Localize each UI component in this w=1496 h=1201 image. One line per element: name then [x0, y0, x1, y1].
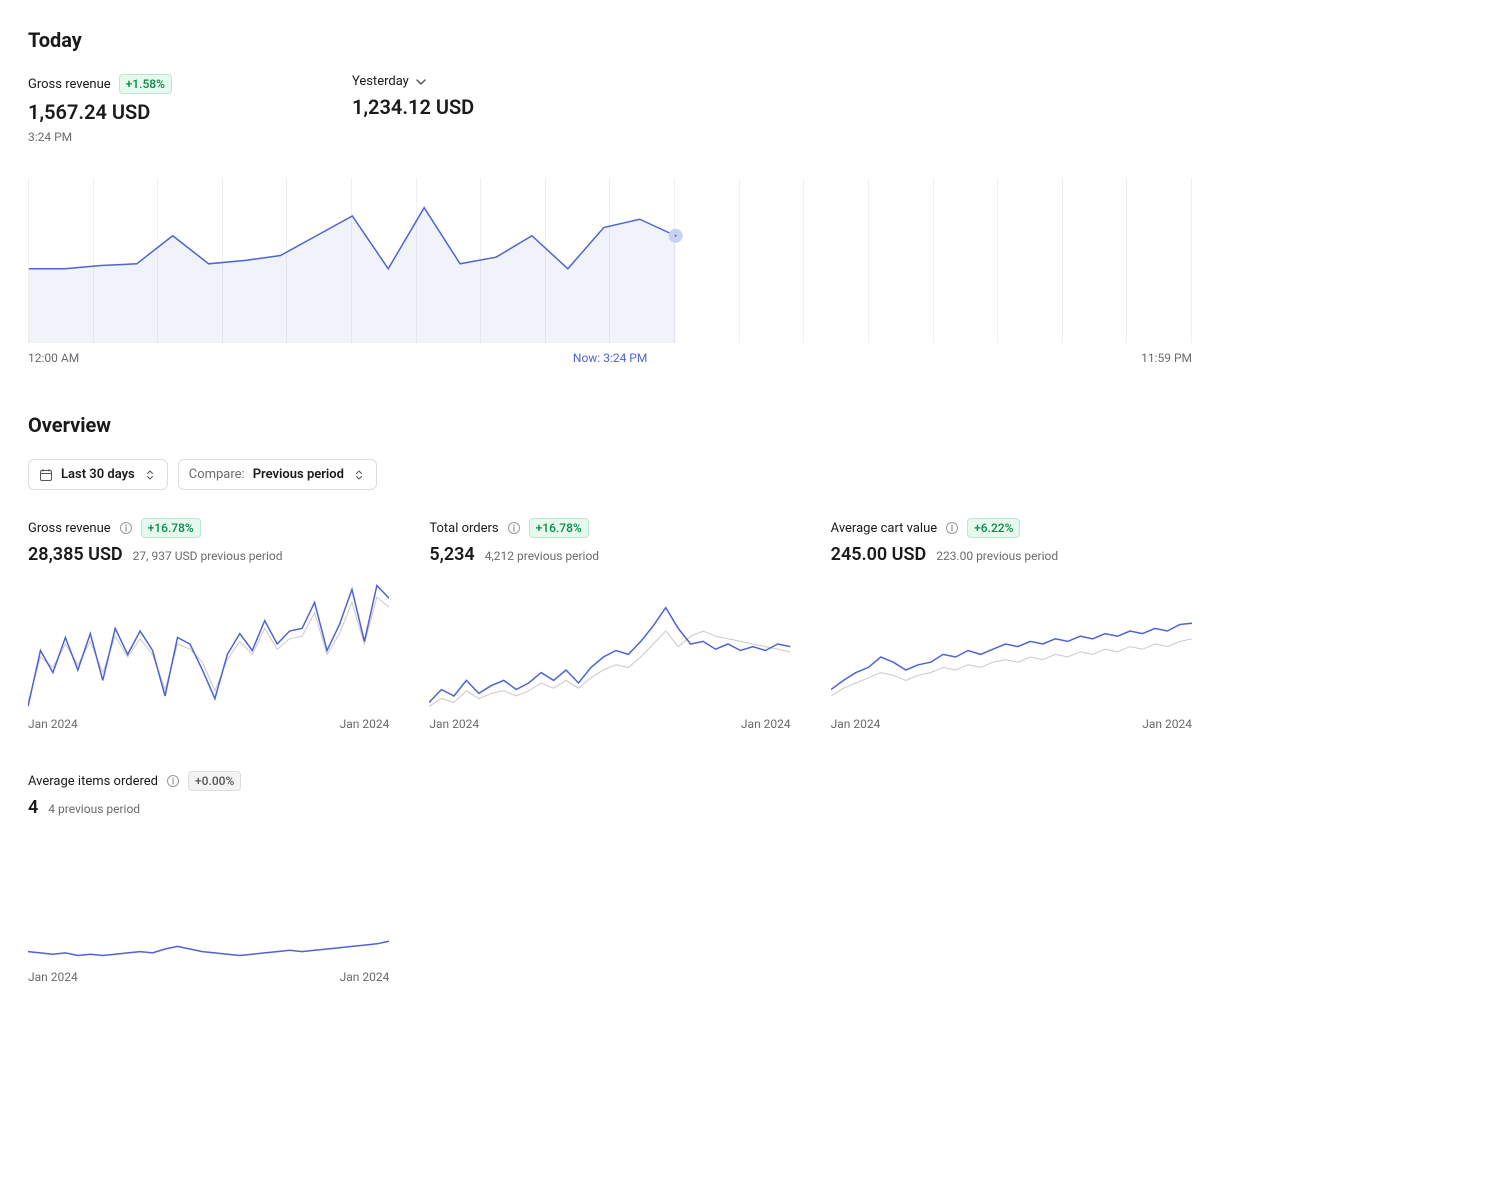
today-chart-axis: 12:00 AM Now: 3:24 PM 11:59 PM	[28, 351, 1192, 365]
yesterday-block: Yesterday 1,234.12 USD	[352, 74, 474, 144]
overview-controls: Last 30 days Compare: Previous period	[28, 459, 1468, 490]
card-prev: 223.00 previous period	[936, 549, 1058, 563]
date-range-picker[interactable]: Last 30 days	[28, 459, 168, 490]
overview-title: Overview	[28, 413, 1468, 437]
yesterday-dropdown[interactable]: Yesterday	[352, 74, 474, 89]
card-axis: Jan 2024Jan 2024	[831, 717, 1192, 731]
gross-revenue-block: Gross revenue +1.58% 1,567.24 USD 3:24 P…	[28, 74, 172, 144]
card-axis: Jan 2024Jan 2024	[28, 717, 389, 731]
gross-revenue-badge: +1.58%	[119, 74, 172, 94]
info-icon[interactable]	[945, 521, 959, 535]
overview-card: Average cart value +6.22% 245.00 USD 223.00…	[831, 518, 1192, 731]
calendar-icon	[39, 468, 53, 482]
overview-cards: Gross revenue +16.78% 28,385 USD 27, 937 US…	[28, 518, 1192, 984]
card-chart	[28, 832, 389, 962]
card-prev: 27, 937 USD previous period	[133, 549, 283, 563]
today-header: Gross revenue +1.58% 1,567.24 USD 3:24 P…	[28, 74, 1468, 144]
overview-card: Gross revenue +16.78% 28,385 USD 27, 937 US…	[28, 518, 389, 731]
gross-revenue-label: Gross revenue	[28, 77, 111, 92]
today-title: Today	[28, 28, 1468, 52]
chevron-down-icon	[415, 76, 427, 88]
card-axis: Jan 2024Jan 2024	[28, 970, 389, 984]
info-icon[interactable]	[166, 774, 180, 788]
card-title: Average cart value	[831, 521, 937, 536]
card-value: 28,385 USD	[28, 544, 123, 565]
overview-card: Average items ordered +0.00% 4 4 previous p…	[28, 771, 389, 984]
card-axis: Jan 2024Jan 2024	[429, 717, 790, 731]
card-title: Gross revenue	[28, 521, 111, 536]
info-icon[interactable]	[507, 521, 521, 535]
compare-prefix: Compare:	[189, 467, 245, 482]
compare-value: Previous period	[253, 467, 344, 482]
card-title: Total orders	[429, 521, 498, 536]
card-chart	[28, 579, 389, 709]
card-badge: +16.78%	[141, 518, 201, 538]
axis-now: Now: 3:24 PM	[573, 351, 647, 365]
card-value: 245.00 USD	[831, 544, 927, 565]
card-prev: 4 previous period	[48, 802, 140, 816]
card-badge: +16.78%	[529, 518, 589, 538]
card-title: Average items ordered	[28, 774, 158, 789]
axis-start: 12:00 AM	[28, 351, 79, 365]
sort-icon	[143, 468, 157, 482]
card-badge: +6.22%	[967, 518, 1020, 538]
axis-end: 11:59 PM	[1141, 351, 1192, 365]
date-range-label: Last 30 days	[61, 467, 135, 482]
yesterday-label: Yesterday	[352, 74, 409, 89]
compare-picker[interactable]: Compare: Previous period	[178, 459, 377, 490]
card-value: 5,234	[429, 544, 474, 565]
yesterday-value: 1,234.12 USD	[352, 95, 474, 119]
info-icon[interactable]	[119, 521, 133, 535]
gross-revenue-time: 3:24 PM	[28, 130, 172, 144]
today-chart	[28, 178, 1192, 343]
card-prev: 4,212 previous period	[485, 549, 599, 563]
card-chart	[831, 579, 1192, 709]
card-chart	[429, 579, 790, 709]
card-badge: +0.00%	[188, 771, 241, 791]
overview-card: Total orders +16.78% 5,234 4,212 previous p…	[429, 518, 790, 731]
card-value: 4	[28, 797, 38, 818]
gross-revenue-value: 1,567.24 USD	[28, 100, 172, 124]
sort-icon	[352, 468, 366, 482]
